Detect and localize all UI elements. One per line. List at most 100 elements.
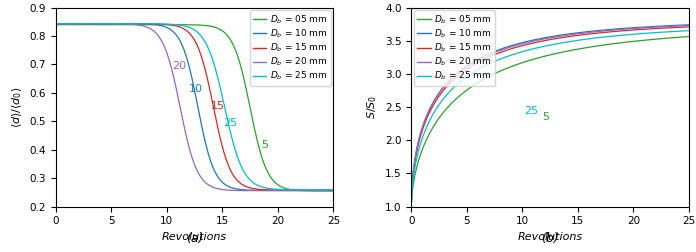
$D_b$ = 20 mm — [571, 33, 579, 36]
$D_b$ = 25 mm — [329, 188, 338, 191]
Text: 5: 5 — [542, 112, 549, 122]
$D_b$ = 05 mm — [237, 66, 246, 69]
Legend: $D_b$ = 05 mm, $D_b$ = 10 mm, $D_b$ = 15 mm, $D_b$ = 20 mm, $D_b$ = 25 mm: $D_b$ = 05 mm, $D_b$ = 10 mm, $D_b$ = 15… — [414, 10, 495, 86]
Line: $D_b$ = 05 mm: $D_b$ = 05 mm — [56, 25, 333, 191]
$D_b$ = 25 mm — [177, 24, 186, 27]
$D_b$ = 10 mm — [571, 32, 579, 35]
Text: 20: 20 — [173, 61, 187, 71]
$D_b$ = 10 mm — [237, 188, 246, 191]
Text: 25: 25 — [525, 106, 539, 116]
$D_b$ = 05 mm — [407, 205, 416, 208]
$D_b$ = 15 mm — [52, 22, 60, 25]
$D_b$ = 25 mm — [215, 83, 223, 86]
$D_b$ = 10 mm — [616, 27, 624, 30]
$D_b$ = 10 mm — [123, 22, 132, 25]
Line: $D_b$ = 10 mm: $D_b$ = 10 mm — [56, 24, 333, 191]
$D_b$ = 05 mm — [215, 27, 223, 30]
$D_b$ = 10 mm — [261, 189, 269, 192]
$D_b$ = 20 mm — [123, 23, 132, 26]
$D_b$ = 10 mm — [329, 189, 338, 192]
$D_b$ = 25 mm — [261, 186, 269, 189]
X-axis label: Revolutions: Revolutions — [162, 232, 227, 242]
$D_b$ = 10 mm — [592, 29, 601, 32]
$D_b$ = 10 mm — [52, 22, 60, 25]
Line: $D_b$ = 25 mm: $D_b$ = 25 mm — [56, 24, 333, 190]
$D_b$ = 10 mm — [478, 55, 487, 58]
$D_b$ = 15 mm — [237, 182, 246, 185]
$D_b$ = 25 mm — [101, 22, 109, 25]
$D_b$ = 05 mm — [616, 41, 624, 44]
$D_b$ = 15 mm — [532, 41, 541, 44]
Text: 15: 15 — [212, 101, 226, 111]
Y-axis label: $\langle d \rangle/\langle d_0 \rangle$: $\langle d \rangle/\langle d_0 \rangle$ — [10, 86, 24, 128]
$D_b$ = 25 mm — [237, 165, 246, 168]
$D_b$ = 25 mm — [457, 80, 465, 83]
$D_b$ = 10 mm — [215, 177, 223, 180]
$D_b$ = 15 mm — [261, 188, 269, 191]
Line: $D_b$ = 20 mm: $D_b$ = 20 mm — [411, 25, 689, 207]
$D_b$ = 20 mm — [101, 22, 109, 25]
$D_b$ = 05 mm — [592, 45, 601, 48]
Text: (b): (b) — [541, 233, 559, 245]
$D_b$ = 15 mm — [215, 133, 223, 136]
$D_b$ = 25 mm — [685, 29, 693, 32]
$D_b$ = 05 mm — [478, 78, 487, 81]
$D_b$ = 05 mm — [532, 57, 541, 60]
$D_b$ = 20 mm — [237, 189, 246, 192]
$D_b$ = 15 mm — [177, 26, 186, 29]
$D_b$ = 15 mm — [571, 34, 579, 37]
Line: $D_b$ = 05 mm: $D_b$ = 05 mm — [411, 37, 689, 207]
$D_b$ = 25 mm — [571, 39, 579, 42]
$D_b$ = 05 mm — [123, 23, 132, 26]
$D_b$ = 05 mm — [685, 35, 693, 38]
Text: 25: 25 — [223, 118, 237, 128]
$D_b$ = 10 mm — [101, 22, 109, 25]
$D_b$ = 25 mm — [407, 205, 416, 208]
$D_b$ = 05 mm — [571, 48, 579, 51]
$D_b$ = 20 mm — [261, 189, 269, 192]
$D_b$ = 25 mm — [532, 46, 541, 49]
$D_b$ = 15 mm — [457, 72, 465, 75]
Line: $D_b$ = 20 mm: $D_b$ = 20 mm — [56, 24, 333, 191]
$D_b$ = 15 mm — [616, 29, 624, 33]
$D_b$ = 05 mm — [329, 190, 338, 193]
$D_b$ = 20 mm — [457, 70, 465, 73]
$D_b$ = 20 mm — [177, 112, 186, 115]
$D_b$ = 10 mm — [685, 23, 693, 26]
$D_b$ = 20 mm — [478, 56, 487, 59]
$D_b$ = 20 mm — [215, 187, 223, 191]
$D_b$ = 25 mm — [52, 22, 60, 25]
Line: $D_b$ = 15 mm: $D_b$ = 15 mm — [56, 24, 333, 190]
$D_b$ = 10 mm — [407, 205, 416, 208]
$D_b$ = 15 mm — [407, 205, 416, 208]
$D_b$ = 15 mm — [592, 32, 601, 35]
$D_b$ = 05 mm — [457, 94, 465, 97]
$D_b$ = 25 mm — [123, 22, 132, 25]
$D_b$ = 20 mm — [685, 24, 693, 27]
Y-axis label: $S/S_0$: $S/S_0$ — [365, 95, 379, 119]
$D_b$ = 25 mm — [478, 66, 487, 69]
$D_b$ = 20 mm — [532, 39, 541, 42]
$D_b$ = 10 mm — [532, 38, 541, 41]
$D_b$ = 05 mm — [101, 23, 109, 26]
$D_b$ = 15 mm — [478, 58, 487, 61]
$D_b$ = 25 mm — [616, 34, 624, 37]
$D_b$ = 15 mm — [685, 25, 693, 28]
$D_b$ = 05 mm — [52, 23, 60, 26]
$D_b$ = 25 mm — [592, 36, 601, 39]
$D_b$ = 15 mm — [101, 22, 109, 25]
$D_b$ = 15 mm — [123, 22, 132, 25]
$D_b$ = 10 mm — [177, 42, 186, 45]
Text: 5: 5 — [261, 141, 268, 150]
Text: 10: 10 — [189, 84, 203, 93]
Legend: $D_b$ = 05 mm, $D_b$ = 10 mm, $D_b$ = 15 mm, $D_b$ = 20 mm, $D_b$ = 25 mm: $D_b$ = 05 mm, $D_b$ = 10 mm, $D_b$ = 15… — [250, 10, 331, 86]
X-axis label: Revolutions: Revolutions — [518, 232, 583, 242]
$D_b$ = 20 mm — [52, 22, 60, 25]
$D_b$ = 05 mm — [261, 164, 269, 167]
Line: $D_b$ = 10 mm: $D_b$ = 10 mm — [411, 25, 689, 207]
$D_b$ = 20 mm — [592, 30, 601, 33]
$D_b$ = 20 mm — [407, 205, 416, 208]
Line: $D_b$ = 25 mm: $D_b$ = 25 mm — [411, 31, 689, 207]
$D_b$ = 10 mm — [457, 69, 465, 72]
Line: $D_b$ = 15 mm: $D_b$ = 15 mm — [411, 27, 689, 207]
